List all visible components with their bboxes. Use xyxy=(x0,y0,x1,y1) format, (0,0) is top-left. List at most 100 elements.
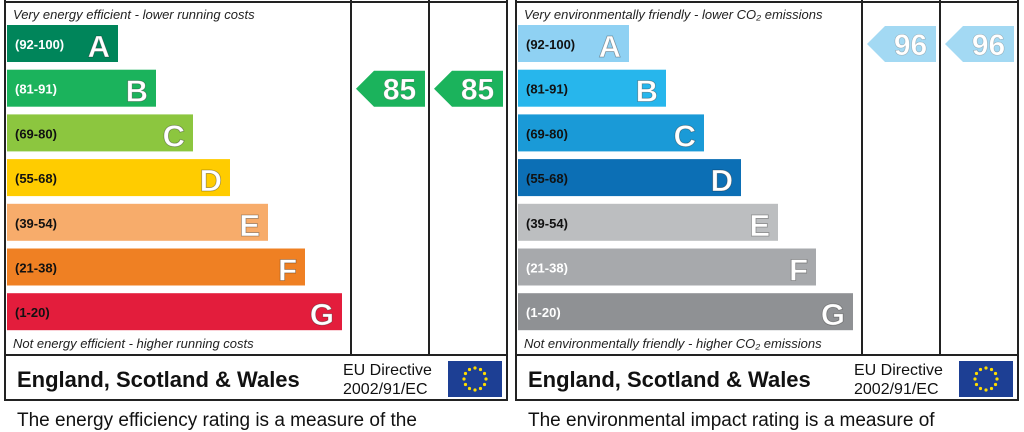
band-letter: D xyxy=(711,163,733,198)
band-b: (81-91) B xyxy=(518,69,666,109)
band-bar xyxy=(7,293,342,331)
eu-star xyxy=(973,377,977,381)
band-range: (1-20) xyxy=(526,305,561,320)
band-range: (21-38) xyxy=(15,261,57,276)
rating-value: 96 xyxy=(972,29,1005,62)
band-c: (69-80) C xyxy=(7,114,193,154)
bottom-note: Not environmentally friendly - higher CO… xyxy=(524,336,822,351)
band-bar xyxy=(518,159,741,197)
eu-star xyxy=(993,382,998,387)
band-range: (21-38) xyxy=(526,261,568,276)
band-bar xyxy=(518,25,629,62)
footer-directive-code: 2002/91/EC xyxy=(854,381,939,398)
energy-efficiency-chart: Very energy efficient - lower running co… xyxy=(4,0,508,401)
energy-caption: The energy efficiency rating is a measur… xyxy=(17,410,417,431)
eu-star xyxy=(993,371,998,376)
chart-frame xyxy=(4,0,508,401)
rating-arrow-shape xyxy=(945,26,1014,62)
band-range: (1-20) xyxy=(15,305,50,320)
band-letter: G xyxy=(821,297,845,332)
band-letter: C xyxy=(163,118,185,153)
band-letter: B xyxy=(126,74,148,109)
band-e: (39-54) E xyxy=(518,203,778,243)
bottom-note: Not energy efficient - higher running co… xyxy=(13,336,254,351)
footer-directive-code: 2002/91/EC xyxy=(343,381,428,398)
eu-star xyxy=(478,386,483,391)
eu-star xyxy=(989,386,994,391)
rating-value: 85 xyxy=(383,74,416,107)
eu-star xyxy=(995,377,999,381)
band-bar xyxy=(7,25,118,62)
band-d: (55-68) D xyxy=(518,159,741,199)
eu-star xyxy=(484,377,488,381)
band-range: (39-54) xyxy=(526,216,568,231)
eu-star xyxy=(978,386,983,391)
eu-star xyxy=(467,386,472,391)
eu-star xyxy=(478,367,483,372)
rating-arrow-shape xyxy=(867,26,936,62)
band-bar xyxy=(7,248,305,286)
rating-arrow-shape xyxy=(356,70,425,107)
band-f: (21-38) F xyxy=(518,248,816,288)
rating-value: 85 xyxy=(461,74,494,107)
eu-star xyxy=(978,367,983,372)
chart-frame xyxy=(515,0,1019,401)
band-letter: B xyxy=(636,74,658,109)
band-b: (81-91) B xyxy=(7,69,156,109)
eu-star xyxy=(482,382,487,387)
band-bar xyxy=(518,203,778,241)
band-d: (55-68) D xyxy=(7,159,230,199)
band-letter: C xyxy=(674,118,696,153)
rating-arrow-shape xyxy=(434,70,503,107)
band-letter: E xyxy=(749,208,770,243)
band-range: (81-91) xyxy=(15,82,57,97)
rating-value: 96 xyxy=(894,29,927,62)
footer-directive: EU Directive xyxy=(343,362,432,379)
footer-region: England, Scotland & Wales xyxy=(528,367,811,392)
band-a: (92-100) A xyxy=(7,25,118,64)
eu-star xyxy=(974,382,979,387)
band-a: (92-100) A xyxy=(518,25,629,64)
eu-star xyxy=(463,382,468,387)
footer-directive: EU Directive xyxy=(854,362,943,379)
band-bar xyxy=(518,293,853,331)
band-letter: F xyxy=(278,253,297,288)
band-bar xyxy=(7,69,156,107)
eu-star xyxy=(462,377,466,381)
band-range: (81-91) xyxy=(526,82,568,97)
eu-star xyxy=(473,388,477,392)
band-bar xyxy=(518,69,666,107)
band-g: (1-20) G xyxy=(7,293,342,333)
band-bar xyxy=(7,114,193,152)
band-letter: A xyxy=(599,29,621,64)
band-bar xyxy=(518,114,704,152)
band-range: (69-80) xyxy=(526,126,568,141)
footer-region: England, Scotland & Wales xyxy=(17,367,300,392)
band-letter: E xyxy=(239,208,260,243)
band-range: (92-100) xyxy=(526,37,575,52)
eu-star xyxy=(463,371,468,376)
band-letter: D xyxy=(200,163,222,198)
band-letter: G xyxy=(310,297,334,332)
band-range: (55-68) xyxy=(15,171,57,186)
band-f: (21-38) F xyxy=(7,248,305,288)
eu-star xyxy=(989,367,994,372)
band-letter: F xyxy=(789,253,808,288)
band-g: (1-20) G xyxy=(518,293,853,333)
eu-star xyxy=(984,366,988,370)
band-range: (92-100) xyxy=(15,37,64,52)
top-note: Very environmentally friendly - lower CO… xyxy=(524,7,823,22)
band-letter: A xyxy=(88,29,110,64)
band-bar xyxy=(7,159,230,197)
band-range: (55-68) xyxy=(526,171,568,186)
band-bar xyxy=(518,248,816,286)
band-bar xyxy=(7,203,268,241)
eu-star xyxy=(473,366,477,370)
rating-arrow-current: 96 xyxy=(867,26,936,62)
rating-arrow-current: 85 xyxy=(356,70,425,107)
eu-star xyxy=(467,367,472,372)
rating-arrow-potential: 85 xyxy=(434,70,503,107)
eu-flag-icon xyxy=(959,361,1013,397)
eu-star xyxy=(482,371,487,376)
